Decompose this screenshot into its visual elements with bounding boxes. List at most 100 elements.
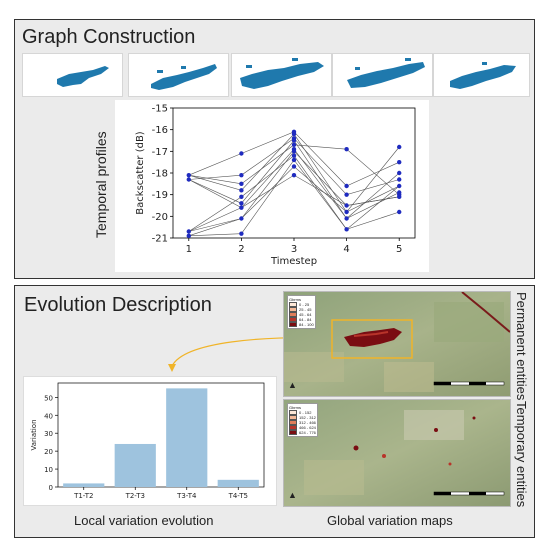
profile-point (239, 231, 244, 236)
temporary-legend-label: 624 - 776 (299, 430, 316, 435)
temporary-legend-swatch (289, 420, 297, 425)
variation-bar (63, 483, 105, 487)
temporary-entities-map: Gbrms 0 - 152 152 - 312 312 - 466 466 - 624… (283, 399, 511, 507)
graph-thumbnail-4 (332, 53, 433, 97)
temporary-scale-bar (433, 491, 505, 496)
profile-point (239, 151, 244, 156)
graph-thumbnail-2-shape (151, 64, 217, 90)
permanent-legend-entry: 64 - 84 (289, 317, 314, 322)
north-arrow-icon: ▲ (288, 380, 297, 390)
bar-x-tick-label: T2-T3 (125, 492, 145, 500)
profile-point (344, 146, 349, 152)
temporary-map-imagery (284, 400, 510, 506)
variation-bar (217, 479, 259, 487)
y-tick-label: -21 (152, 234, 168, 245)
bar-x-tick-label: T1-T2 (73, 492, 93, 500)
graph-construction-title: Graph Construction (22, 26, 196, 48)
permanent-entities-map: Gbrms 0 - 25 25 - 45 45 - 64 64 - 84 84 - 10… (283, 291, 511, 397)
permanent-legend-swatch (289, 302, 297, 307)
profile-point (397, 209, 402, 215)
x-tick-label: 1 (186, 244, 192, 255)
y-tick-label: -20 (152, 212, 168, 223)
bar-y-tick-label: 20 (44, 448, 53, 456)
profile-point (291, 153, 297, 158)
permanent-legend-label: 0 - 25 (299, 302, 310, 307)
permanent-legend-label: 25 - 45 (299, 307, 312, 312)
profile-point (291, 149, 297, 154)
y-tick-label: -16 (152, 125, 168, 136)
temporal-profile-chart: -15 -16 -17 -18 -19 -20 -21 1 2 3 4 5 Timestep Backsc… (115, 100, 429, 272)
temporary-legend-swatch (289, 415, 297, 420)
bar-x-tick-label: T4-T5 (228, 492, 248, 500)
temporary-legend-label: 0 - 152 (299, 410, 312, 415)
temporary-legend-swatch (289, 430, 297, 435)
temporal-profiles-label: Temporal profiles (93, 131, 109, 238)
temporary-legend-entry: 624 - 776 (289, 430, 316, 435)
temporary-legend-entry: 152 - 312 (289, 415, 316, 420)
permanent-legend-swatch (289, 317, 297, 322)
profile-point (344, 203, 349, 208)
bar-y-tick-label: 10 (44, 466, 53, 474)
profile-point (397, 144, 402, 150)
profile-point (397, 159, 402, 165)
permanent-legend-swatch (289, 307, 297, 312)
graph-thumbnail-5 (433, 53, 530, 97)
evolution-description-title: Evolution Description (24, 294, 212, 316)
permanent-legend-label: 45 - 64 (299, 312, 312, 317)
temporary-entities-label: Temporary entities (514, 401, 529, 508)
x-tick-label: 5 (396, 244, 402, 255)
profile-point (239, 172, 244, 178)
profile-point (186, 233, 191, 239)
permanent-legend-entry: 84 - 100 (289, 322, 314, 327)
profile-point (239, 216, 244, 221)
x-tick-label: 4 (343, 244, 349, 255)
bar-y-axis-label: Variation (30, 419, 38, 450)
permanent-entities-label: Permanent entities (514, 292, 529, 401)
temporary-legend: Gbrms 0 - 152 152 - 312 312 - 466 466 - 624… (287, 403, 318, 437)
temporary-legend-label: 466 - 624 (299, 425, 316, 430)
local-variation-caption: Local variation evolution (74, 513, 214, 528)
permanent-legend-label: 84 - 100 (299, 322, 314, 327)
permanent-legend-title: Gbrms (289, 297, 301, 302)
graph-thumbnail-2 (128, 53, 229, 97)
profile-point (239, 205, 244, 210)
profile-point (291, 131, 297, 137)
graph-thumbnail-5-shape (450, 62, 516, 89)
y-tick-label: -18 (152, 169, 168, 180)
y-tick-label: -15 (152, 104, 168, 115)
profile-point (186, 172, 191, 178)
y-axis-label: Backscatter (dB) (135, 131, 146, 215)
profile-point (186, 229, 191, 234)
x-tick-label: 3 (291, 244, 297, 255)
permanent-legend-swatch (289, 322, 297, 327)
bar-plot-frame (57, 382, 265, 488)
bar-y-tick-label: 30 (44, 430, 53, 438)
profile-point (186, 177, 191, 182)
temporary-legend-swatch (289, 425, 297, 430)
temporary-legend-label: 312 - 466 (299, 420, 316, 425)
profile-point (397, 170, 402, 176)
profile-point (239, 181, 244, 187)
local-variation-chart: 0 10 20 30 40 50 T1-T2 T2-T3 T3-T4 T4-T5 Variation (23, 376, 277, 506)
bar-y-tick-label: 50 (44, 394, 53, 402)
local-variation-svg: 0 10 20 30 40 50 T1-T2 T2-T3 T3-T4 T4-T5 Variation (30, 382, 265, 500)
profile-line (188, 150, 400, 232)
profile-point (291, 142, 297, 148)
profile-point (291, 138, 297, 143)
graph-construction-panel: Graph Construction Tempora (14, 19, 535, 279)
profile-point (291, 172, 297, 178)
graph-thumbnail-1-shape (57, 66, 109, 87)
bar-x-tick-label: T3-T4 (176, 492, 197, 500)
profile-point (397, 177, 402, 182)
permanent-legend-swatch (289, 312, 297, 317)
graph-thumbnail-3 (231, 53, 332, 97)
variation-bar (166, 388, 208, 487)
profile-point (397, 194, 402, 200)
profile-point (291, 157, 297, 163)
permanent-legend-entry: 45 - 64 (289, 312, 314, 317)
profile-point (344, 227, 349, 232)
profile-point (344, 183, 349, 189)
bar-y-tick-label: 0 (49, 484, 53, 492)
temporary-legend-label: 152 - 312 (299, 415, 316, 420)
temporary-legend-entry: 0 - 152 (289, 410, 316, 415)
